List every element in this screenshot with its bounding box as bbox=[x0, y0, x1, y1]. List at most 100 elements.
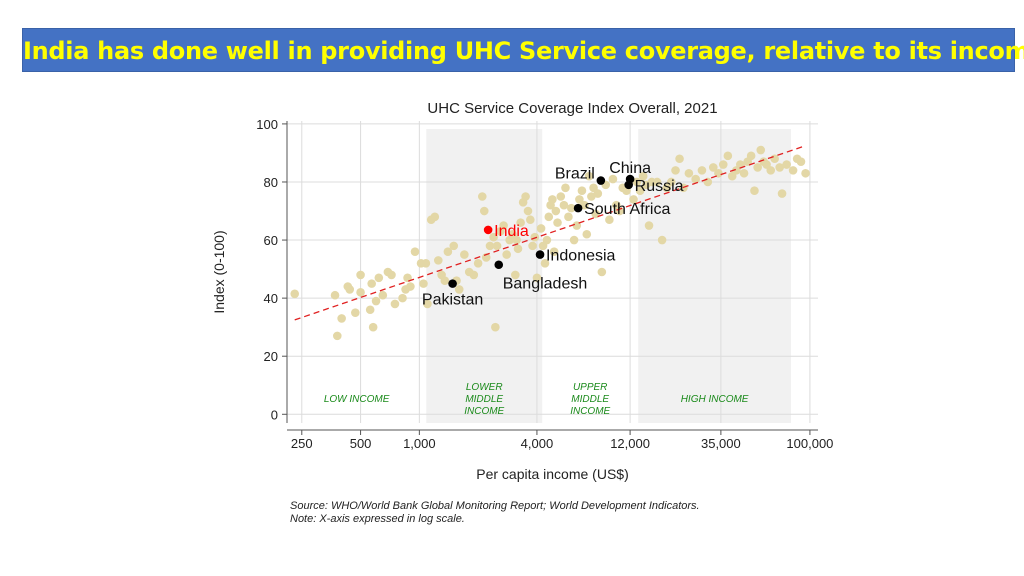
country-point-south-africa bbox=[573, 203, 583, 213]
scatter-point bbox=[629, 195, 638, 204]
scatter-point bbox=[556, 192, 566, 201]
scatter-point bbox=[551, 206, 561, 216]
scatter-point bbox=[406, 282, 415, 291]
scatter-point bbox=[499, 221, 508, 230]
scatter-point bbox=[775, 163, 784, 172]
scatter-point bbox=[332, 331, 342, 341]
scatter-point bbox=[419, 279, 428, 288]
scatter-point bbox=[638, 171, 648, 181]
income-band-label: LOWER bbox=[466, 382, 503, 393]
scatter-point bbox=[666, 177, 676, 187]
scatter-point bbox=[549, 247, 559, 256]
scatter-point bbox=[502, 250, 511, 259]
scatter-point bbox=[290, 289, 300, 299]
scatter-point bbox=[460, 250, 469, 259]
scatter-point bbox=[443, 247, 453, 256]
slide-title: India has done well in providing UHC Ser… bbox=[23, 37, 1024, 65]
country-label: Russia bbox=[635, 178, 684, 195]
scatter-point bbox=[766, 166, 776, 175]
scatter-point bbox=[430, 212, 440, 222]
scatter-point bbox=[532, 273, 542, 283]
scatter-point bbox=[593, 189, 603, 198]
country-label: India bbox=[494, 223, 529, 240]
x-tick-label: 250 bbox=[291, 436, 313, 451]
scatter-point bbox=[473, 258, 483, 268]
scatter-point bbox=[697, 166, 707, 175]
title-banner: India has done well in providing UHC Ser… bbox=[22, 28, 1024, 72]
scatter-point bbox=[516, 218, 525, 227]
country-point-russia bbox=[624, 180, 633, 190]
scatter-point bbox=[567, 203, 576, 213]
country-point-pakistan bbox=[448, 279, 457, 288]
note-line: Note: X-axis expressed in log scale. bbox=[290, 513, 465, 525]
country-point-indonesia bbox=[535, 250, 545, 259]
scatter-point bbox=[582, 229, 592, 239]
scatter-point bbox=[691, 174, 700, 184]
scatter-point bbox=[337, 314, 346, 323]
scatter-point bbox=[788, 166, 798, 175]
scatter-point bbox=[605, 215, 614, 225]
scatter-point bbox=[644, 221, 654, 230]
scatter-point bbox=[597, 267, 607, 277]
scatter-point bbox=[356, 288, 365, 297]
scatter-point bbox=[365, 305, 375, 315]
scatter-point bbox=[485, 241, 495, 251]
scatter-point bbox=[330, 290, 340, 300]
scatter-point bbox=[403, 273, 412, 283]
scatter-point bbox=[345, 285, 355, 294]
scatter-point bbox=[423, 299, 432, 309]
scatter-point bbox=[544, 212, 554, 222]
income-band-label: INCOME bbox=[464, 406, 504, 417]
income-band-shade bbox=[638, 129, 791, 423]
income-band-label: MIDDLE bbox=[465, 394, 503, 405]
scatter-point bbox=[746, 151, 756, 161]
scatter-point bbox=[469, 270, 479, 280]
scatter-point bbox=[782, 160, 791, 169]
scatter-point bbox=[440, 276, 450, 286]
scatter-point bbox=[577, 186, 587, 195]
scatter-point bbox=[756, 145, 766, 155]
scatter-point bbox=[367, 279, 376, 288]
x-tick-label: 500 bbox=[350, 436, 372, 451]
y-axis-title: Index (0-100) bbox=[211, 230, 227, 313]
scatter-point bbox=[433, 256, 443, 265]
scatter-point bbox=[564, 212, 573, 222]
scatter-point bbox=[477, 192, 487, 201]
scatter-point bbox=[491, 322, 500, 332]
country-label: Indonesia bbox=[546, 248, 615, 265]
scatter-point bbox=[521, 192, 530, 201]
scatter-point bbox=[387, 270, 396, 280]
scatter-point bbox=[671, 166, 680, 175]
scatter-point bbox=[632, 177, 642, 187]
scatter-point bbox=[608, 174, 618, 184]
income-band-label: UPPER bbox=[573, 382, 607, 393]
scatter-point bbox=[753, 163, 762, 172]
scatter-point bbox=[378, 290, 388, 300]
x-tick-label: 1,000 bbox=[403, 436, 436, 451]
scatter-point bbox=[368, 322, 378, 332]
scatter-point bbox=[703, 177, 713, 187]
scatter-point bbox=[559, 200, 569, 210]
scatter-point bbox=[587, 192, 596, 201]
country-label: South Africa bbox=[584, 201, 670, 218]
scatter-point bbox=[750, 186, 759, 195]
scatter-point bbox=[536, 224, 546, 233]
x-tick-label: 100,000 bbox=[786, 436, 833, 451]
chart-title: UHC Service Coverage Index Overall, 2021 bbox=[427, 100, 717, 117]
scatter-point bbox=[371, 296, 381, 306]
country-point-brazil bbox=[596, 176, 606, 185]
y-tick-label: 60 bbox=[264, 233, 278, 248]
income-band-label: HIGH INCOME bbox=[681, 394, 749, 405]
scatter-point bbox=[530, 232, 540, 242]
x-axis-title: Per capita income (US$) bbox=[476, 466, 629, 482]
scatter-point bbox=[553, 218, 562, 227]
income-band-label: LOW INCOME bbox=[324, 394, 390, 405]
scatter-point bbox=[801, 168, 810, 178]
scatter-point bbox=[575, 195, 584, 204]
y-tick-label: 20 bbox=[264, 349, 278, 364]
scatter-point bbox=[777, 189, 787, 198]
scatter-point bbox=[351, 308, 360, 317]
y-tick-label: 0 bbox=[271, 407, 278, 422]
country-label: Brazil bbox=[555, 166, 595, 183]
scatter-point bbox=[492, 241, 502, 251]
